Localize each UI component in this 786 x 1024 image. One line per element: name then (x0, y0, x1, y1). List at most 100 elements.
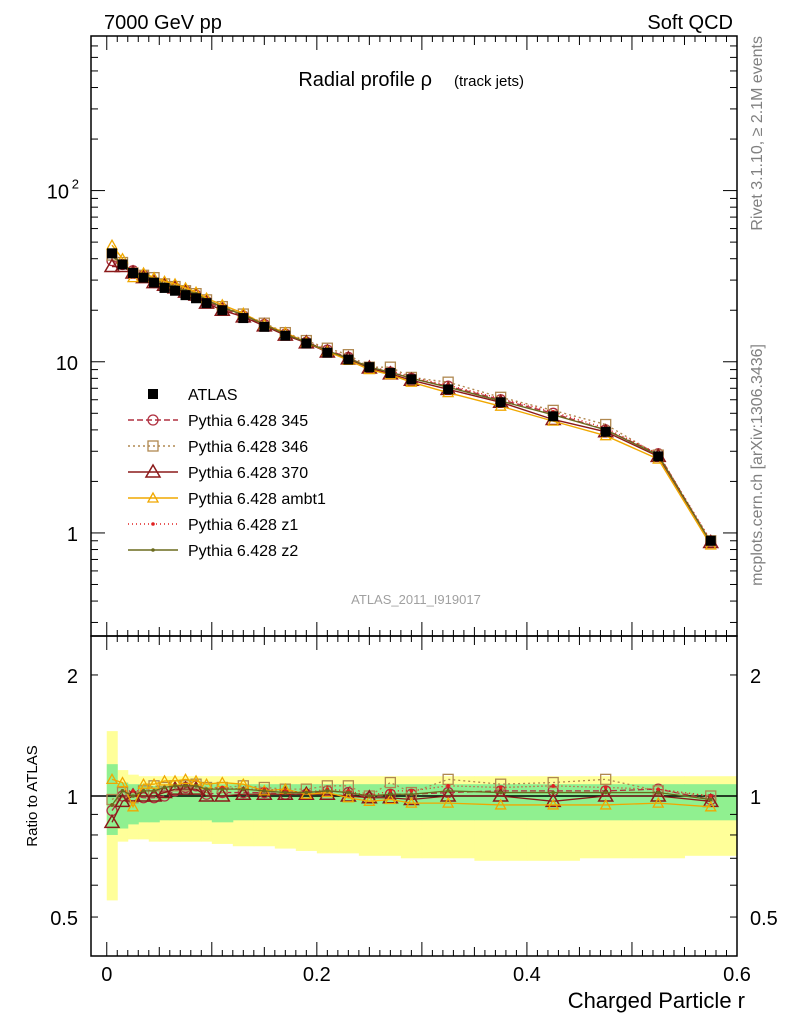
ratio-point-p346 (600, 773, 612, 786)
x-tick-label: 0.6 (723, 964, 751, 986)
y-tick-label: 10 (56, 353, 78, 375)
ratio-point-p370 (439, 787, 457, 802)
legend-marker (151, 522, 155, 526)
rivet-label: Rivet 3.1.10, ≥ 2.1M events (749, 36, 766, 231)
legend-item-p345: Pythia 6.428 345 (128, 413, 308, 430)
ratio-frame (90, 635, 738, 957)
data-point-atlas (259, 321, 270, 332)
ratio-point-z1 (551, 784, 555, 788)
data-point-atlas (600, 426, 611, 437)
analysis-watermark: ATLAS_2011_I919017 (351, 592, 481, 607)
ratio-point-ambt1 (147, 777, 161, 789)
band-inner-bin (159, 785, 171, 821)
legend-marker (147, 440, 159, 452)
ratio-point-z2 (204, 787, 209, 791)
data-point-atlas (107, 248, 118, 259)
legend-item-ambt1: Pythia 6.428 ambt1 (128, 491, 326, 508)
ratio-y-tick-label: 2 (67, 666, 78, 688)
data-point-atlas (322, 347, 333, 358)
ratio-ylabel: Ratio to ATLAS (24, 745, 41, 846)
data-point-atlas (495, 397, 506, 408)
ratio-point-p370 (135, 787, 152, 802)
ratio-point-ambt1 (652, 796, 665, 808)
band-inner-bin (201, 784, 213, 821)
ratio-uncertainty-bands (106, 731, 737, 901)
band-inner-bin (127, 784, 139, 825)
data-point-atlas (280, 330, 291, 341)
ratio-line-p346 (111, 778, 711, 801)
ratio-point-z2 (346, 790, 351, 795)
ratio-point-z1 (446, 784, 450, 788)
ratio-point-z2 (220, 787, 225, 791)
band-inner-bin (190, 785, 202, 821)
ratio-point-ambt1 (126, 800, 140, 812)
ratio-point-ambt1 (116, 776, 129, 788)
ratio-point-ambt1 (704, 800, 717, 812)
legend-label: Pythia 6.428 345 (188, 413, 308, 430)
legend-label: Pythia 6.428 370 (188, 465, 308, 482)
data-point-atlas (138, 272, 149, 283)
legend-label: Pythia 6.428 346 (188, 439, 308, 456)
legend-item-p346: Pythia 6.428 346 (128, 439, 308, 456)
ratio-point-p370 (166, 780, 184, 795)
ratio-point-z2 (498, 790, 503, 795)
ratio-point-p370 (340, 787, 357, 802)
ratio-point-p370 (213, 787, 231, 802)
ratio-y-tick-label: 0.5 (50, 908, 78, 930)
ratio-point-p370 (403, 791, 420, 806)
ratio-point-p370 (361, 789, 378, 804)
y-tick-label: 10 (47, 182, 69, 204)
ratio-point-ambt1 (105, 773, 119, 785)
legend-label: Pythia 6.428 ambt1 (188, 491, 326, 508)
ratio-point-z2 (388, 792, 393, 797)
ratio-point-z2 (603, 790, 608, 795)
ratio-point-z1 (708, 794, 713, 798)
data-point-atlas (443, 384, 454, 395)
data-point-ambt1 (105, 238, 119, 250)
ratio-line-z2 (111, 785, 711, 806)
ratio-point-ambt1 (363, 794, 376, 806)
legend-label: ATLAS (188, 387, 238, 404)
ratio-point-z2 (194, 784, 198, 788)
data-point-atlas (201, 298, 212, 309)
ratio-point-ambt1 (405, 796, 418, 808)
data-point-atlas (364, 362, 375, 373)
data-point-p370 (103, 258, 121, 273)
legend-marker (148, 389, 158, 399)
ratio-ticks: 0.5 0.5 1 1 2 2 0 0.2 0.4 0.6 (50, 636, 778, 986)
data-point-atlas (180, 290, 191, 301)
x-tick-label: 0.2 (303, 964, 331, 986)
ratio-point-z2 (283, 790, 288, 795)
ratio-point-p345 (158, 790, 171, 802)
ratio-line-p345 (111, 785, 711, 811)
ratio-point-z2 (131, 794, 135, 798)
band-inner-bin (148, 785, 160, 823)
legend-label: Pythia 6.428 z2 (188, 543, 298, 560)
legend-label: Pythia 6.428 z1 (188, 517, 298, 534)
ratio-point-z2 (241, 787, 246, 791)
ratio-point-p370 (103, 813, 121, 829)
ratio-point-z2 (162, 785, 167, 790)
data-point-atlas (159, 282, 170, 293)
data-point-atlas (385, 367, 396, 378)
data-point-atlas (238, 313, 249, 324)
series-atlas (107, 248, 716, 546)
data-point-atlas (343, 354, 354, 365)
ratio-point-z2 (173, 784, 177, 788)
ratio-y-tick-label: 1 (67, 787, 78, 809)
legend: ATLAS Pythia 6.428 345 Pythia 6.428 346 Pyt… (128, 387, 326, 560)
legend-marker (144, 463, 162, 478)
legend-marker (146, 491, 160, 503)
data-point-atlas (217, 305, 228, 316)
chart-title: Radial profile ρ (298, 69, 432, 91)
data-point-atlas (149, 277, 160, 288)
data-point-atlas (548, 411, 559, 422)
chart-title-suffix: (track jets) (454, 73, 524, 90)
ratio-line-p370 (111, 788, 711, 823)
ratio-point-p370 (649, 787, 667, 802)
ratio-point-ambt1 (179, 773, 192, 785)
ratio-point-ambt1 (384, 793, 397, 805)
